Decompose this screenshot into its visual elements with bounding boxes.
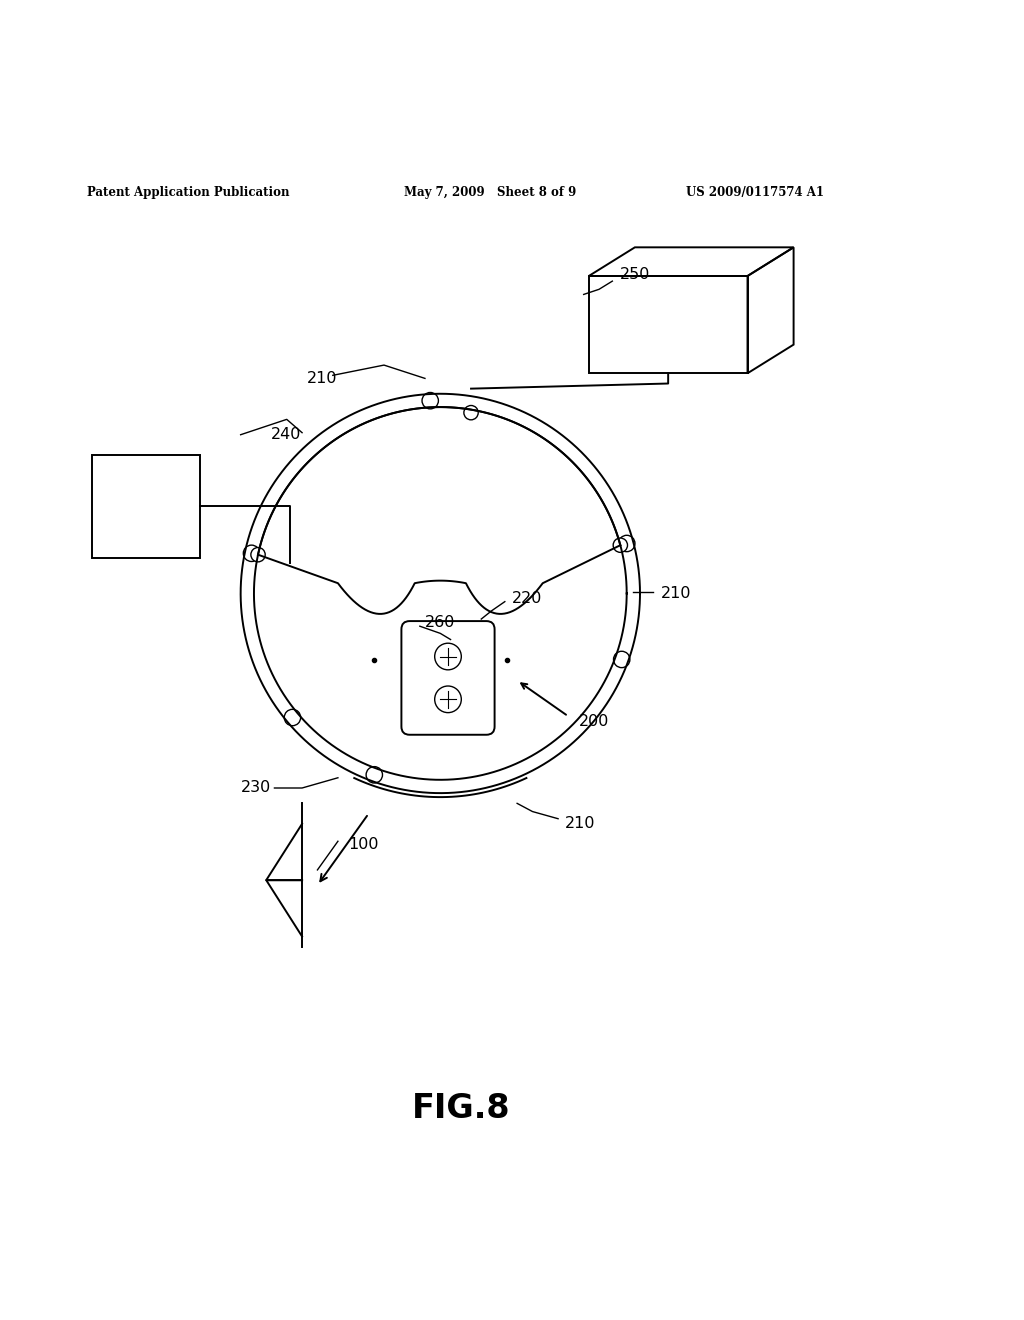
Text: 260: 260 [425,615,456,630]
Circle shape [464,405,478,420]
Text: US 2009/0117574 A1: US 2009/0117574 A1 [686,186,824,198]
Text: 220: 220 [512,591,543,606]
Text: 230: 230 [241,780,271,796]
Text: 240: 240 [271,428,302,442]
Circle shape [613,539,628,552]
Text: May 7, 2009   Sheet 8 of 9: May 7, 2009 Sheet 8 of 9 [404,186,577,198]
Text: 210: 210 [307,371,338,385]
Circle shape [244,545,260,561]
Circle shape [285,709,301,726]
Circle shape [367,767,383,783]
Text: 100: 100 [348,837,379,851]
Text: 210: 210 [660,586,691,601]
Circle shape [422,392,438,409]
Circle shape [251,548,265,562]
Text: Patent Application Publication: Patent Application Publication [87,186,290,198]
Circle shape [613,651,630,668]
Text: 250: 250 [620,268,650,282]
Text: 200: 200 [579,714,609,729]
Circle shape [618,536,635,552]
Text: 210: 210 [565,816,596,832]
Text: FIG.8: FIG.8 [412,1092,510,1125]
